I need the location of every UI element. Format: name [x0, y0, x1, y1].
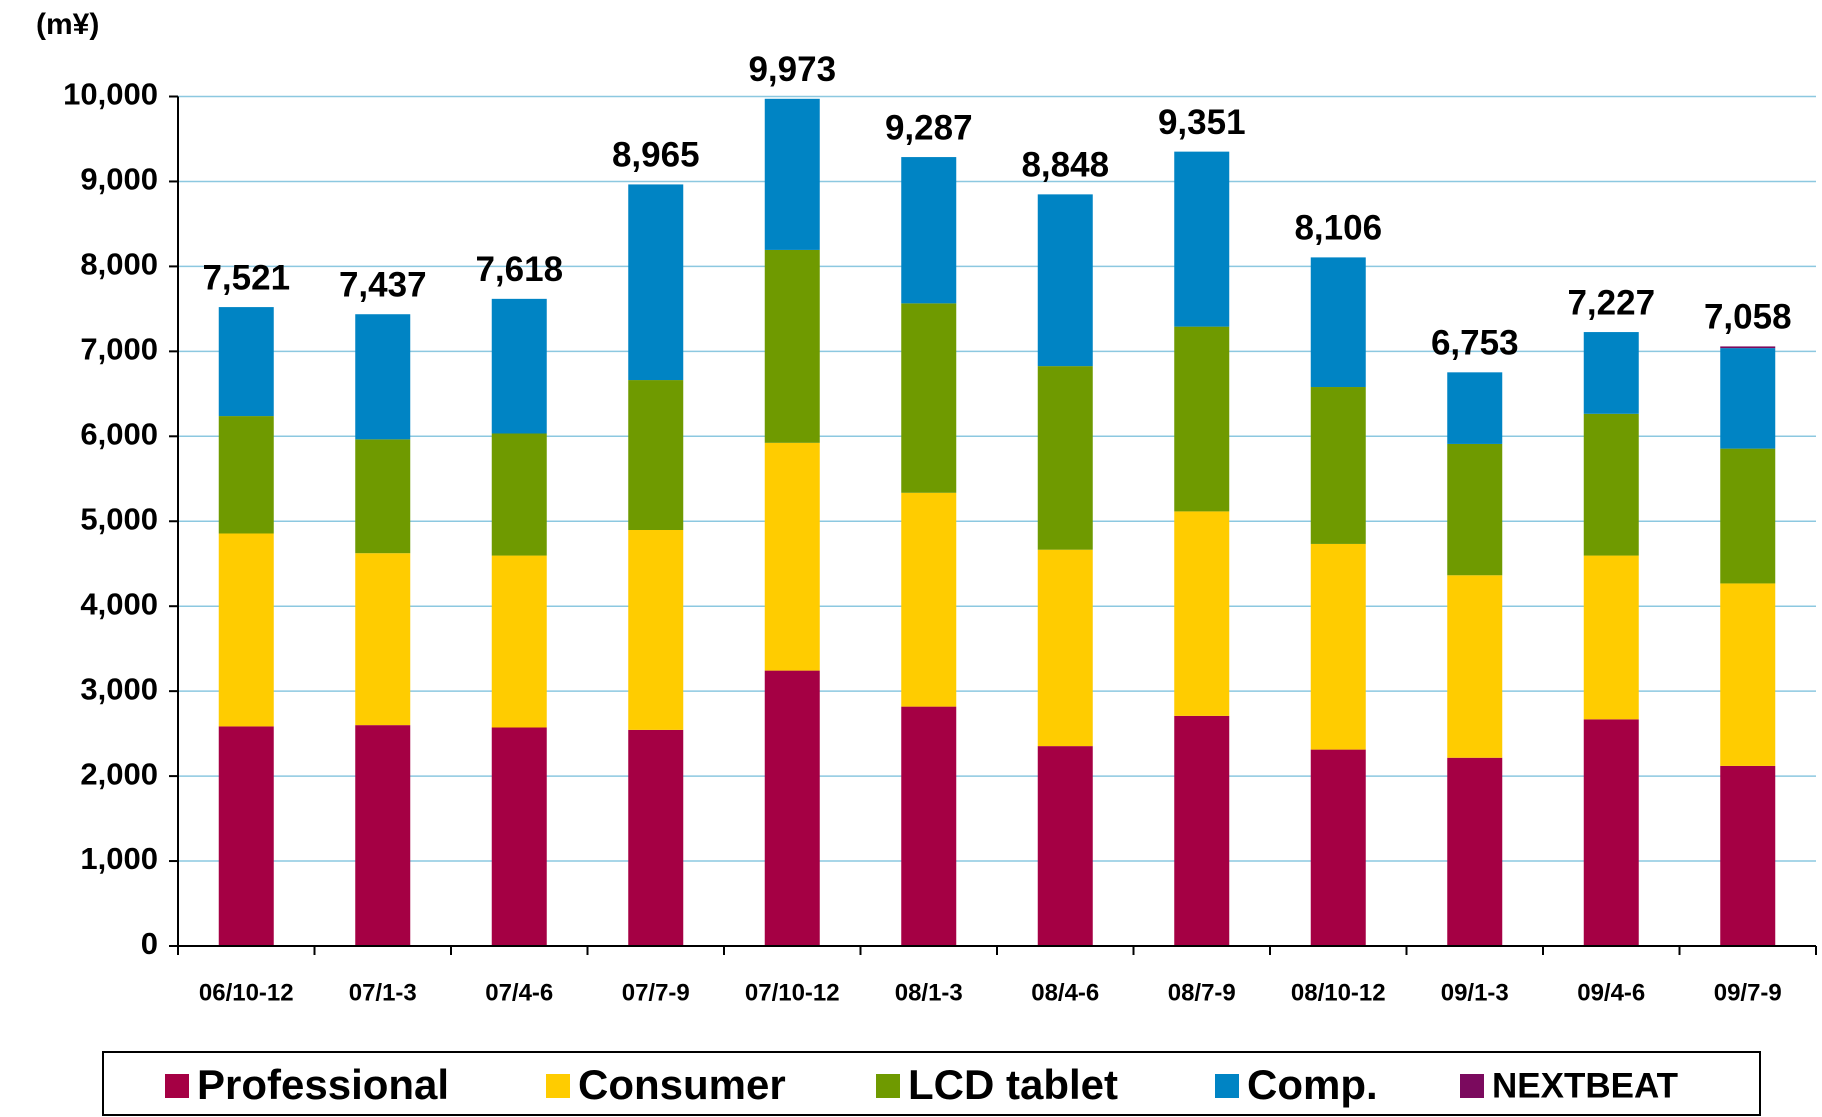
x-tick-label: 08/7-9 — [1168, 979, 1236, 1006]
total-label: 8,848 — [1021, 146, 1109, 185]
bar-segment — [1447, 575, 1503, 758]
total-label: 6,753 — [1431, 324, 1519, 363]
bar-segment — [1720, 348, 1776, 449]
y-tick-label: 0 — [141, 926, 158, 961]
y-tick-label: 5,000 — [80, 501, 158, 536]
bar-segment — [1174, 511, 1230, 716]
bar-segment — [1447, 372, 1503, 444]
bar-segment — [355, 553, 411, 726]
bar-segment — [901, 303, 957, 493]
total-label: 9,351 — [1158, 103, 1246, 142]
bar-segment — [1447, 757, 1503, 946]
total-label: 7,521 — [202, 258, 290, 297]
bar-segment — [491, 433, 547, 556]
bar-segment — [764, 442, 820, 671]
x-tick-label: 08/4-6 — [1031, 979, 1099, 1006]
y-tick-label: 7,000 — [80, 332, 158, 367]
legend-label: LCD tablet — [908, 1061, 1118, 1108]
bar-segment — [1310, 543, 1366, 750]
bar-segment — [1583, 413, 1639, 556]
y-tick-label: 3,000 — [80, 671, 158, 706]
bar-segment — [1583, 332, 1639, 414]
total-label: 8,965 — [612, 136, 700, 175]
legend-swatch — [546, 1074, 570, 1098]
total-label: 7,618 — [475, 250, 563, 289]
bar-segment — [764, 670, 820, 946]
bar-segment — [355, 314, 411, 440]
bar-segment — [1720, 583, 1776, 766]
total-label: 7,227 — [1567, 283, 1655, 322]
bar-segment — [1583, 555, 1639, 720]
bar-segment — [628, 380, 684, 530]
bar-segment — [764, 98, 820, 250]
bar-segment — [491, 727, 547, 946]
bar-segment — [1720, 346, 1776, 349]
bar-segment — [1720, 765, 1776, 946]
bar-segment — [491, 298, 547, 434]
bar-segment — [1310, 749, 1366, 946]
legend-swatch — [1215, 1074, 1239, 1098]
bar-segment — [901, 157, 957, 304]
legend-label: Comp. — [1247, 1061, 1378, 1108]
y-tick-label: 1,000 — [80, 841, 158, 876]
bar-segment — [218, 416, 274, 534]
legend-label: NEXTBEAT — [1492, 1066, 1678, 1105]
legend-swatch — [1460, 1074, 1484, 1098]
bar-segment — [1037, 746, 1093, 946]
bar-segment — [1720, 448, 1776, 584]
legend-label: Consumer — [578, 1061, 786, 1108]
total-label: 7,058 — [1704, 298, 1792, 337]
bar-segment — [1310, 387, 1366, 544]
bar-segment — [355, 725, 411, 946]
total-label: 9,287 — [885, 108, 973, 147]
y-tick-label: 8,000 — [80, 247, 158, 282]
bar-segment — [218, 533, 274, 727]
x-tick-label: 09/4-6 — [1577, 979, 1645, 1006]
legend-swatch — [165, 1074, 189, 1098]
legend-swatch — [876, 1074, 900, 1098]
bar-segment — [355, 439, 411, 554]
bar-segment — [1447, 443, 1503, 576]
bar-segment — [1310, 257, 1366, 388]
bar-segment — [1037, 194, 1093, 367]
bar-segment — [628, 729, 684, 946]
unit-label: (m¥) — [36, 8, 99, 41]
bar-segment — [901, 492, 957, 707]
legend-label: Professional — [197, 1061, 449, 1108]
x-tick-label: 07/7-9 — [622, 979, 690, 1006]
y-tick-label: 10,000 — [63, 77, 158, 112]
x-tick-label: 08/1-3 — [895, 979, 963, 1006]
bar-segment — [764, 249, 820, 443]
y-tick-label: 2,000 — [80, 756, 158, 791]
bar-segment — [1174, 151, 1230, 327]
y-tick-label: 4,000 — [80, 586, 158, 621]
x-tick-label: 09/7-9 — [1714, 979, 1782, 1006]
bar-segment — [1037, 366, 1093, 550]
x-tick-label: 09/1-3 — [1441, 979, 1509, 1006]
bar-segment — [628, 529, 684, 730]
bar-segment — [1037, 549, 1093, 747]
total-label: 8,106 — [1294, 209, 1382, 248]
x-tick-label: 07/10-12 — [745, 979, 840, 1006]
x-tick-label: 07/4-6 — [485, 979, 553, 1006]
y-tick-label: 6,000 — [80, 416, 158, 451]
bar-segment — [1583, 719, 1639, 946]
bar-segment — [901, 706, 957, 946]
bar-segment — [218, 307, 274, 417]
bar-segment — [491, 555, 547, 728]
bar-segment — [218, 726, 274, 946]
total-label: 7,437 — [339, 265, 427, 304]
x-tick-label: 07/1-3 — [349, 979, 417, 1006]
x-tick-label: 06/10-12 — [199, 979, 294, 1006]
total-label: 9,973 — [748, 50, 836, 89]
bar-segment — [628, 184, 684, 381]
bar-segment — [1174, 326, 1230, 512]
x-tick-label: 08/10-12 — [1291, 979, 1386, 1006]
y-tick-label: 9,000 — [80, 162, 158, 197]
bar-segment — [1174, 715, 1230, 946]
